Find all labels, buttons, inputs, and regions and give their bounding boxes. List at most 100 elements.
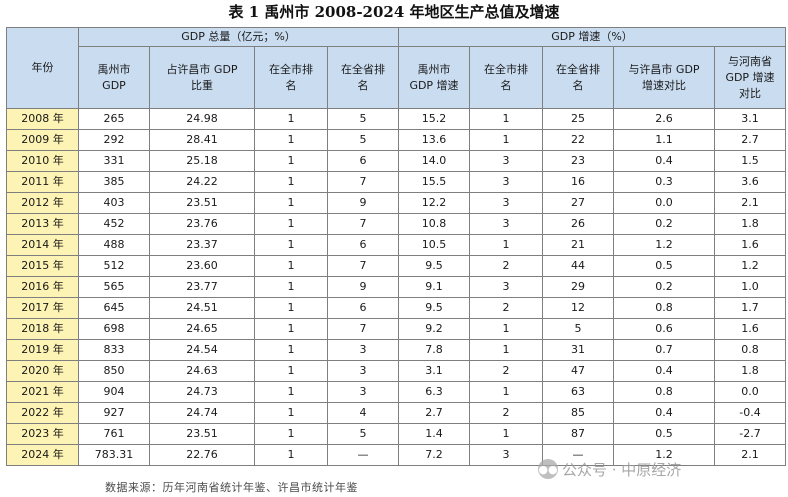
- table-cell: 904: [78, 381, 150, 403]
- table-cell: 24.63: [149, 360, 255, 382]
- table-cell: 85: [542, 402, 614, 424]
- table-cell: 0.4: [613, 360, 715, 382]
- table-cell: 25.18: [149, 150, 255, 172]
- table-cell: 1: [254, 234, 328, 256]
- table-cell: 1.4: [398, 423, 470, 445]
- table-cell: 3: [469, 276, 543, 298]
- table-cell: 2: [469, 402, 543, 424]
- table-cell: 2.1: [714, 444, 786, 466]
- table-cell: 0.3: [613, 171, 715, 193]
- year-cell: 2015 年: [6, 255, 79, 277]
- table-cell: 1: [469, 381, 543, 403]
- year-cell: 2024 年: [6, 444, 79, 466]
- table-cell: 1.1: [613, 129, 715, 151]
- table-cell: 927: [78, 402, 150, 424]
- table-cell: 1: [254, 360, 328, 382]
- table-cell: 0.2: [613, 213, 715, 235]
- table-cell: 2: [469, 297, 543, 319]
- table-cell: 1: [469, 423, 543, 445]
- table-cell: 0.5: [613, 255, 715, 277]
- table-cell: 2: [469, 255, 543, 277]
- table-cell: 488: [78, 234, 150, 256]
- wechat-icon: ●●: [538, 459, 558, 479]
- table-cell: 23.76: [149, 213, 255, 235]
- header-vs-henan-growth: 与河南省 GDP 增速 对比: [714, 46, 786, 109]
- header-city-rank: 在全市排 名: [254, 46, 328, 109]
- header-year: 年份: [6, 27, 79, 109]
- table-cell: 1: [469, 108, 543, 130]
- table-cell: 24.22: [149, 171, 255, 193]
- table-cell: 3.6: [714, 171, 786, 193]
- header-gdp: 禹州市 GDP: [78, 46, 150, 109]
- table-row: 2023 年 761 23.51 1 5 1.4 1 87 0.5 -2.7: [6, 423, 786, 445]
- table-cell: 23.77: [149, 276, 255, 298]
- table-cell: 1: [469, 318, 543, 340]
- year-cell: 2018 年: [6, 318, 79, 340]
- year-cell: 2016 年: [6, 276, 79, 298]
- table-cell: 1: [254, 108, 328, 130]
- table-row: 2021 年 904 24.73 1 3 6.3 1 63 0.8 0.0: [6, 381, 786, 403]
- table-cell: 7: [327, 171, 399, 193]
- gdp-table: 年份 GDP 总量（亿元；%） GDP 增速（%） 禹州市 GDP 占许昌市 GD…: [6, 27, 786, 466]
- table-row: 2017 年 645 24.51 1 6 9.5 2 12 0.8 1.7: [6, 297, 786, 319]
- table-cell: 23.37: [149, 234, 255, 256]
- watermark-text: 公众号 · 中原经济: [562, 460, 682, 479]
- table-cell: 3: [469, 171, 543, 193]
- table-cell: 1.5: [714, 150, 786, 172]
- table-cell: 31: [542, 339, 614, 361]
- table-cell: 3.1: [398, 360, 470, 382]
- table-cell: 292: [78, 129, 150, 151]
- table-cell: 7.8: [398, 339, 470, 361]
- table-cell: 23.51: [149, 192, 255, 214]
- table-row: 2020 年 850 24.63 1 3 3.1 2 47 0.4 1.8: [6, 360, 786, 382]
- table-cell: 0.0: [714, 381, 786, 403]
- table-cell: 0.7: [613, 339, 715, 361]
- table-cell: 13.6: [398, 129, 470, 151]
- table-cell: 24.54: [149, 339, 255, 361]
- table-row: 2012 年 403 23.51 1 9 12.2 3 27 0.0 2.1: [6, 192, 786, 214]
- table-cell: 24.73: [149, 381, 255, 403]
- table-cell: 7.2: [398, 444, 470, 466]
- table-cell: 24.51: [149, 297, 255, 319]
- year-cell: 2011 年: [6, 171, 79, 193]
- table-cell: 9: [327, 276, 399, 298]
- table-cell: 0.5: [613, 423, 715, 445]
- table-cell: 783.31: [78, 444, 150, 466]
- table-cell: 29: [542, 276, 614, 298]
- table-cell: 9.1: [398, 276, 470, 298]
- header-vs-xuchang-growth: 与许昌市 GDP 增速对比: [613, 46, 715, 109]
- table-cell: 385: [78, 171, 150, 193]
- table-cell: 9.5: [398, 297, 470, 319]
- table-cell: 4: [327, 402, 399, 424]
- table-cell: 1: [254, 129, 328, 151]
- year-cell: 2020 年: [6, 360, 79, 382]
- table-cell: 24.98: [149, 108, 255, 130]
- table-cell: 1: [254, 444, 328, 466]
- table-cell: 565: [78, 276, 150, 298]
- table-cell: 5: [327, 108, 399, 130]
- table-row: 2018 年 698 24.65 1 7 9.2 1 5 0.6 1.6: [6, 318, 786, 340]
- table-cell: 14.0: [398, 150, 470, 172]
- table-cell: 1.2: [613, 234, 715, 256]
- table-cell: 9.2: [398, 318, 470, 340]
- year-cell: 2022 年: [6, 402, 79, 424]
- table-cell: 25: [542, 108, 614, 130]
- table-cell: 15.2: [398, 108, 470, 130]
- table-cell: 2.7: [398, 402, 470, 424]
- table-cell: 26: [542, 213, 614, 235]
- table-cell: 7: [327, 213, 399, 235]
- table-cell: 0.8: [714, 339, 786, 361]
- table-cell: 1: [254, 276, 328, 298]
- table-cell: 6: [327, 150, 399, 172]
- table-cell: 28.41: [149, 129, 255, 151]
- table-cell: 1.2: [714, 255, 786, 277]
- table-cell: 1: [254, 255, 328, 277]
- header-growth-city-rank: 在全市排 名: [469, 46, 543, 109]
- table-cell: 7: [327, 318, 399, 340]
- table-row: 2009 年 292 28.41 1 5 13.6 1 22 1.1 2.7: [6, 129, 786, 151]
- header-share-xuchang: 占许昌市 GDP 比重: [149, 46, 255, 109]
- table-cell: 265: [78, 108, 150, 130]
- table-cell: 1.7: [714, 297, 786, 319]
- header-province-rank: 在全省排 名: [327, 46, 399, 109]
- year-cell: 2017 年: [6, 297, 79, 319]
